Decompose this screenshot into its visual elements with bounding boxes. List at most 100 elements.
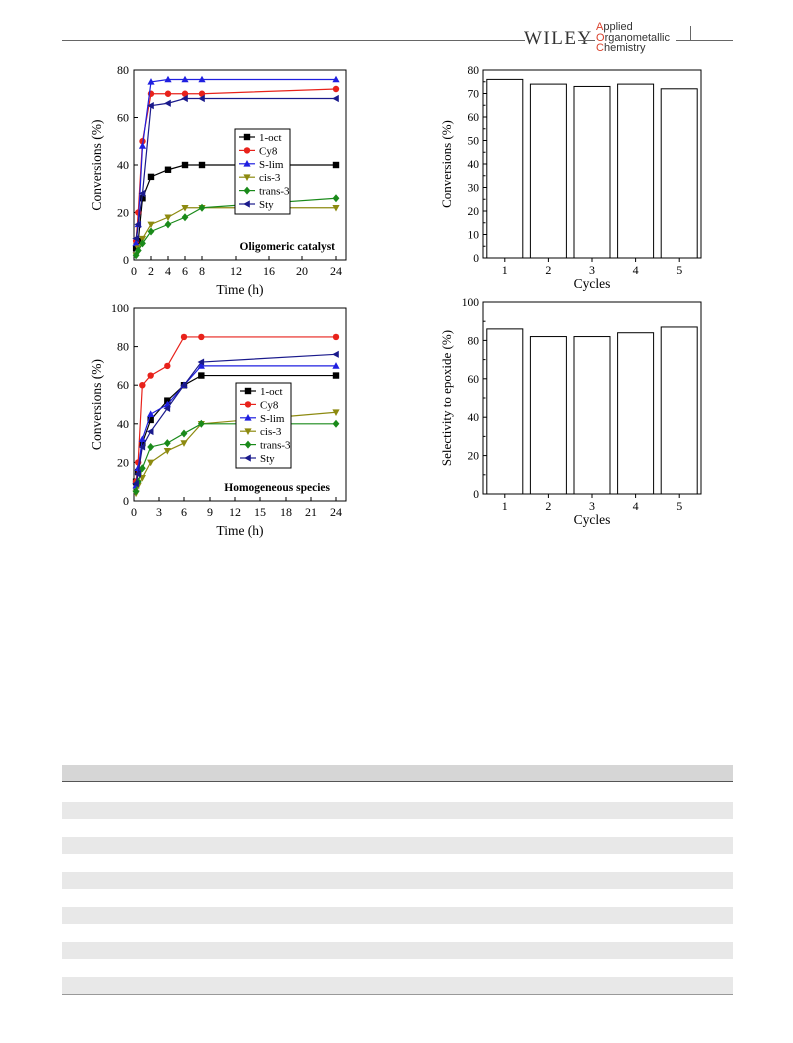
journal-line-3: Chemistry — [596, 42, 646, 54]
homogeneous-point-1-oct — [164, 397, 171, 404]
oligomeric-point-1-oct — [147, 173, 155, 181]
oligomeric-point-S-lim — [332, 75, 340, 83]
homogeneous-point-Sty — [134, 470, 141, 478]
oligomeric-point-Sty — [147, 102, 154, 110]
homogeneous-point-1-oct — [198, 372, 205, 379]
oligomeric-point-1-oct — [132, 244, 140, 252]
homogeneous-point-Cy8 — [198, 333, 205, 341]
oligomeric-x-tick-label: 8 — [199, 264, 205, 278]
cycles-selectivity-bar-cycle-5 — [660, 326, 698, 495]
cycles-conversion-y-tick-label: 80 — [468, 65, 480, 77]
homogeneous-legend-marker — [244, 414, 252, 421]
table-row-band-1 — [62, 802, 733, 819]
cycles-selectivity-bar-cycle-2 — [529, 336, 567, 495]
oligomeric-x-tick-label: 16 — [263, 264, 275, 278]
homogeneous-legend-marker — [244, 428, 252, 435]
homogeneous-point-Sty — [197, 358, 205, 366]
cycles-conversion-y-tick-label: 40 — [468, 159, 480, 171]
homogeneous-x-tick-label: 0 — [131, 505, 137, 519]
cycles-conversion-bar-cycle-3 — [573, 85, 611, 259]
oligomeric-legend-label: trans-3 — [259, 186, 290, 198]
cycles-conversion-x-tick-label: 5 — [676, 263, 682, 277]
homogeneous-legend-box — [235, 382, 292, 469]
homogeneous-legend-label: trans-3 — [260, 440, 291, 452]
oligomeric-legend-label: 1-oct — [259, 132, 282, 144]
homogeneous-x-tick-label: 6 — [181, 505, 187, 519]
homogeneous-series-line-S-lim — [135, 365, 336, 486]
table-header-band — [62, 765, 733, 781]
homogeneous-y-tick-label: 100 — [111, 301, 129, 315]
cycles-conversion-bar-cycle-1 — [486, 78, 524, 259]
homogeneous-legend-marker — [244, 387, 252, 395]
homogeneous-y-tick-label: 0 — [123, 494, 129, 508]
oligomeric-point-S-lim — [147, 78, 155, 85]
oligomeric-point-cis-3 — [138, 235, 147, 243]
oligomeric-point-cis-3 — [147, 221, 155, 229]
journal-line-1: Applied — [596, 21, 633, 33]
cycles-conversion-y-tick-label: 60 — [468, 112, 480, 124]
homogeneous-point-Sty — [332, 350, 339, 358]
homogeneous-point-cis-3 — [147, 459, 155, 467]
homogeneous-x-tick-label: 21 — [305, 505, 317, 519]
oligomeric-point-Sty — [138, 189, 146, 198]
homogeneous-point-1-oct — [147, 416, 154, 424]
homogeneous-y-tick-label: 80 — [117, 340, 129, 354]
homogeneous-y-tick-label: 20 — [117, 455, 129, 469]
cycles-selectivity-bar-cycle-3 — [573, 336, 611, 495]
oligomeric-y-tick-label: 20 — [117, 206, 129, 220]
oligomeric-legend-marker — [243, 174, 251, 181]
oligomeric-point-Sty — [332, 94, 339, 103]
oligomeric-legend-marker — [243, 200, 250, 208]
homogeneous-legend-marker — [244, 440, 252, 449]
cycles-conversion-y-tick-label: 70 — [468, 89, 480, 101]
cycles-selectivity-x-tick-label: 2 — [545, 499, 551, 513]
oligomeric-y-tick-label: 60 — [117, 111, 129, 125]
oligomeric-point-trans-3 — [134, 246, 142, 255]
cycles-selectivity-y-tick-label: 40 — [468, 412, 480, 424]
homogeneous-x-tick-label: 9 — [207, 505, 213, 519]
oligomeric-x-tick-label: 24 — [330, 264, 342, 278]
homogeneous-point-S-lim — [332, 362, 340, 369]
homogeneous-x-tick-label: 12 — [229, 505, 241, 519]
oligomeric-series-line-S-lim — [135, 78, 336, 244]
homogeneous-point-cis-3 — [332, 409, 340, 417]
oligomeric-legend-marker — [243, 186, 251, 195]
homogeneous-point-Sty — [132, 480, 139, 488]
oligomeric-point-S-lim — [181, 75, 189, 83]
cycles-conversion-x-tick-label: 1 — [502, 263, 508, 277]
cycles-conversion-y-tick-label: 30 — [468, 183, 480, 195]
cycles-selectivity-x-tick-label: 5 — [676, 499, 682, 513]
cycles-conversion-y-tick-label: 20 — [468, 206, 480, 218]
oligomeric-point-S-lim — [164, 75, 172, 83]
oligomeric-x-tick-label: 2 — [148, 264, 154, 278]
homogeneous-plot-frame — [133, 307, 347, 502]
homogeneous-legend-marker — [244, 401, 252, 408]
homogeneous-legend-label: 1-oct — [260, 386, 283, 398]
oligomeric-legend-label: Cy8 — [259, 145, 278, 157]
table-row-band-6 — [62, 977, 733, 994]
oligomeric-point-Cy8 — [332, 85, 340, 93]
table-row-band-3 — [62, 872, 733, 889]
cycles-selectivity-y-tick-label: 20 — [468, 451, 480, 463]
table-header-rule — [62, 781, 733, 782]
cycles-conversion-x-tick-label: 4 — [633, 263, 639, 277]
homogeneous-series-line-Sty — [135, 353, 337, 484]
cycles-conversion-y-tick-label: 50 — [468, 136, 480, 148]
cycles-conversion-x-tick-label: 3 — [589, 263, 595, 277]
homogeneous-point-trans-3 — [138, 464, 146, 473]
homogeneous-point-Cy8 — [147, 372, 154, 379]
journal-line-2: Organometallic — [596, 31, 670, 44]
journal-title: Applied Organometallic Chemistry — [596, 22, 670, 54]
oligomeric-x-tick-label: 6 — [182, 264, 188, 278]
oligomeric-legend-box — [234, 128, 291, 215]
homogeneous-legend-label: Cy8 — [260, 399, 279, 411]
oligomeric-y-tick-label: 0 — [123, 253, 129, 267]
oligomeric-point-trans-3 — [332, 194, 340, 203]
oligomeric-point-1-oct — [139, 195, 146, 202]
oligomeric-point-1-oct — [332, 161, 340, 169]
oligomeric-legend-marker — [243, 133, 251, 141]
oligomeric-y-tick-label: 40 — [117, 158, 129, 172]
cycles-conversion-x-axis-label: Cycles — [574, 276, 611, 291]
homogeneous-annotation: Homogeneous species — [224, 482, 330, 494]
